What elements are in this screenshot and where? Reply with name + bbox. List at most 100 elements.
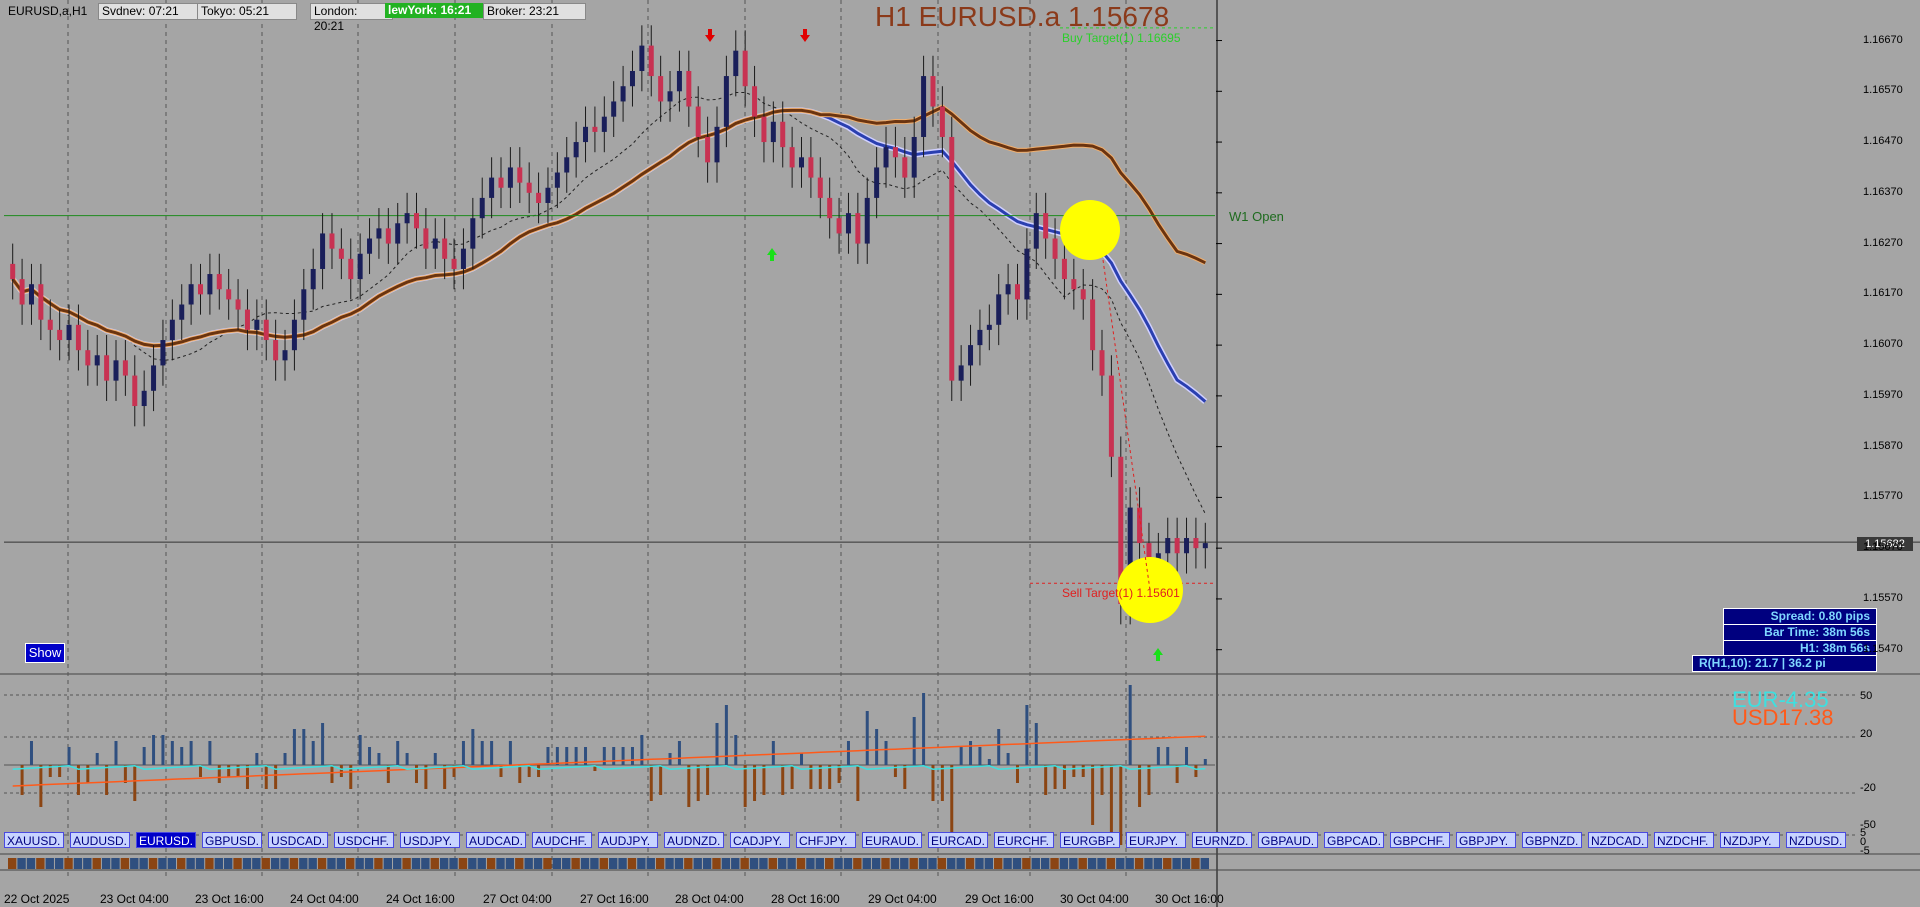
symbol-button-usdjpy[interactable]: USDJPY. xyxy=(400,832,460,848)
price-tick-label: 1.16170 xyxy=(1863,287,1903,300)
trend-strip-cell xyxy=(768,858,778,869)
symbol-button-gbpchf[interactable]: GBPCHF. xyxy=(1390,832,1450,848)
osc-bar xyxy=(884,741,888,765)
symbol-button-gbpaud[interactable]: GBPAUD. xyxy=(1258,832,1318,848)
candle-body xyxy=(244,309,250,330)
candle-body xyxy=(883,147,889,168)
candle-body xyxy=(1090,299,1096,351)
candle-body xyxy=(169,319,175,341)
symbol-button-gbpusd[interactable]: GBPUSD. xyxy=(202,832,262,848)
candle-body xyxy=(216,274,222,290)
candle-body xyxy=(291,319,297,351)
symbol-button-audjpy[interactable]: AUDJPY. xyxy=(598,832,658,848)
symbol-button-gbpjpy[interactable]: GBPJPY. xyxy=(1456,832,1516,848)
trend-strip-cell xyxy=(759,858,768,869)
session-clock-0: Svdnev: 07:21 xyxy=(98,3,199,20)
osc-bar xyxy=(452,765,456,777)
candle-body xyxy=(977,329,983,346)
osc-bar xyxy=(875,729,879,765)
symbol-button-audnzd[interactable]: AUDNZD. xyxy=(664,832,724,848)
trend-strip-cell xyxy=(45,858,54,869)
trend-strip-cell xyxy=(130,858,139,869)
symbol-button-nzdjpy[interactable]: NZDJPY. xyxy=(1720,832,1780,848)
time-tick-label: 28 Oct 04:00 xyxy=(675,892,744,906)
osc-bar xyxy=(283,753,287,765)
osc-bar xyxy=(546,747,550,765)
osc-bar xyxy=(358,735,362,765)
osc-bar xyxy=(969,741,973,765)
trend-strip-cell xyxy=(1144,858,1153,869)
symbol-button-nzdcad[interactable]: NZDCAD. xyxy=(1588,832,1648,848)
candle-body xyxy=(376,228,382,239)
session-clock-2: London: 20:21 xyxy=(310,3,393,33)
price-tick-label: 1.16670 xyxy=(1863,33,1903,46)
symbol-button-usdcad[interactable]: USDCAD. xyxy=(268,832,328,848)
trend-strip-cell xyxy=(355,858,364,869)
symbol-button-gbpcad[interactable]: GBPCAD. xyxy=(1324,832,1384,848)
symbol-button-eurcad[interactable]: EURCAD. xyxy=(928,832,988,848)
candle-body xyxy=(799,157,805,168)
candlesticks xyxy=(10,25,1208,625)
osc-bar xyxy=(1006,753,1010,765)
candle-body xyxy=(639,45,645,71)
symbol-button-usdchf[interactable]: USDCHF. xyxy=(334,832,394,848)
candle-body xyxy=(686,70,692,107)
candle-body xyxy=(1184,538,1190,554)
symbol-button-gbpnzd[interactable]: GBPNZD. xyxy=(1522,832,1582,848)
osc-bar xyxy=(321,723,325,765)
highlight-circle xyxy=(1060,200,1120,260)
time-tick-label: 27 Oct 04:00 xyxy=(483,892,552,906)
symbol-button-chfjpy[interactable]: CHFJPY. xyxy=(796,832,856,848)
osc-bar xyxy=(189,741,193,765)
oscillator-tick-label: 5 xyxy=(1860,827,1867,839)
candle-body xyxy=(470,218,476,249)
symbol-button-nzdchf[interactable]: NZDCHF. xyxy=(1654,832,1714,848)
symbol-button-eurusd[interactable]: EURUSD. xyxy=(136,832,196,848)
symbol-button-eurchf[interactable]: EURCHF. xyxy=(994,832,1054,848)
trend-strip-cell xyxy=(1163,858,1172,869)
trend-strip-cell xyxy=(308,858,317,869)
symbol-button-euraud[interactable]: EURAUD. xyxy=(862,832,922,848)
symbol-button-eurgbp[interactable]: EURGBP. xyxy=(1060,832,1120,848)
osc-bar xyxy=(978,747,982,765)
symbol-button-audusd[interactable]: AUDUSD. xyxy=(70,832,130,848)
osc-bar xyxy=(58,765,62,777)
trend-strip-cell xyxy=(374,858,383,869)
symbol-button-eurnzd[interactable]: EURNZD. xyxy=(1192,832,1252,848)
symbol-button-nzdusd[interactable]: NZDUSD. xyxy=(1786,832,1846,848)
buy-arrow-icon xyxy=(1153,648,1163,661)
show-button[interactable]: Show xyxy=(25,643,65,663)
osc-bar xyxy=(818,765,822,789)
trend-strip-cell xyxy=(580,858,590,869)
candle-body xyxy=(1137,507,1143,544)
osc-bar xyxy=(227,765,231,777)
trend-strip-cell xyxy=(111,858,120,869)
trend-strip-cell xyxy=(909,858,918,869)
symbol-button-audchf[interactable]: AUDCHF. xyxy=(532,832,592,848)
osc-bar xyxy=(217,765,221,783)
oscillator-tick-label: 50 xyxy=(1860,690,1873,702)
candle-body xyxy=(1193,538,1199,549)
candle-body xyxy=(1118,456,1124,605)
symbol-button-audcad[interactable]: AUDCAD. xyxy=(466,832,526,848)
osc-bar xyxy=(396,741,400,765)
price-tick-label: 1.15570 xyxy=(1863,591,1903,604)
symbol-button-cadjpy[interactable]: CADJPY. xyxy=(730,832,790,848)
osc-bar xyxy=(903,765,907,789)
trend-strip-cell xyxy=(186,858,195,869)
osc-bar xyxy=(1185,747,1189,765)
symbol-button-xauusd[interactable]: XAUUSD. xyxy=(4,832,64,848)
trend-strip-cell xyxy=(223,858,233,869)
symbol-button-eurjpy[interactable]: EURJPY. xyxy=(1126,832,1186,848)
candle-body xyxy=(911,136,917,178)
osc-bar xyxy=(311,741,315,765)
trend-strip-cell xyxy=(139,858,148,869)
trend-strip-cell xyxy=(984,858,994,869)
candle-body xyxy=(423,228,429,249)
candle-body xyxy=(554,172,560,188)
osc-bar xyxy=(245,765,249,789)
candle-body xyxy=(1099,350,1105,376)
candle-body xyxy=(320,233,326,269)
